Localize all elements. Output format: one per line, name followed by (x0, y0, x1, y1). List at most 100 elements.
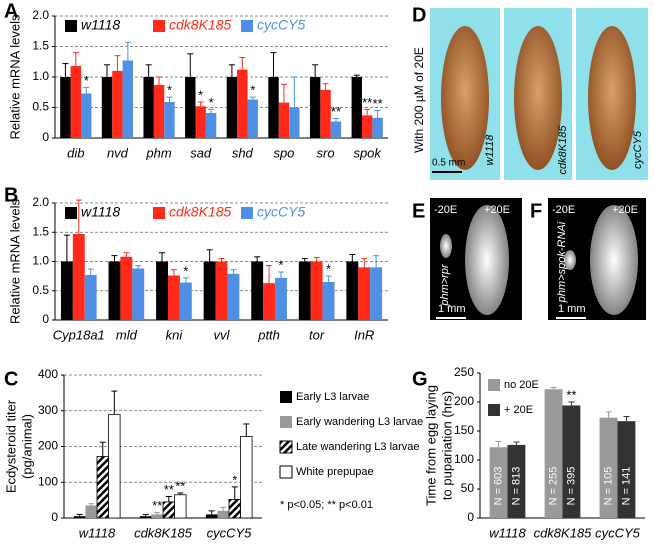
bar (320, 89, 331, 138)
legend-swatch (280, 416, 292, 428)
y-tick-label: 250 (454, 365, 474, 379)
bar (120, 256, 133, 320)
bar (361, 115, 373, 138)
legend-swatch (153, 207, 165, 219)
x-tick-label: sad (190, 145, 212, 160)
bar (70, 66, 82, 138)
x-tick-label: shd (232, 145, 254, 160)
bar (164, 102, 175, 138)
bar (351, 77, 362, 138)
legend-label: + 20E (504, 404, 533, 416)
panel-letter: E (412, 200, 425, 222)
legend-swatch (65, 207, 77, 219)
bar (240, 436, 253, 519)
legend-label: cycCY5 (257, 204, 305, 220)
bar (205, 112, 217, 138)
n-label: N = 105 (602, 467, 614, 506)
legend-swatch (153, 20, 165, 32)
panel-letter: C (4, 368, 18, 390)
y-tick-label: 200 (38, 439, 58, 453)
bar (162, 501, 175, 519)
bar (226, 77, 238, 138)
bar (507, 444, 526, 518)
y-tick-label: 150 (454, 423, 474, 437)
condition: -20E (552, 204, 575, 216)
panel-letter: G (412, 368, 428, 390)
bar (247, 99, 258, 138)
x-tick-label: tor (309, 327, 325, 342)
bar (108, 413, 121, 519)
y-tick-label: 200 (454, 394, 474, 408)
bar (251, 261, 264, 320)
y-tick-label: 0 (467, 510, 474, 524)
bar (372, 117, 383, 138)
y-axis-title: Relative mRNA levels (7, 199, 22, 324)
legend-swatch (241, 207, 253, 219)
x-tick-label: mld (116, 327, 138, 342)
x-tick-label: InR (354, 327, 374, 342)
bar (174, 494, 187, 519)
significance: * (198, 87, 203, 102)
x-tick-label: spo (273, 145, 294, 160)
significance: * (183, 263, 188, 278)
legend-label: cycCY5 (257, 17, 305, 33)
bar (205, 514, 218, 518)
y-axis-title: to pupariation (hrs) (439, 391, 454, 500)
genotype: cdk8K185 (557, 125, 569, 175)
bar (275, 277, 287, 320)
bar (330, 121, 342, 138)
bar (153, 84, 165, 138)
bar (143, 77, 154, 138)
legend-swatch (488, 404, 500, 416)
y-tick-label: 1.5 (32, 39, 49, 53)
legend-label: no 20E (504, 379, 539, 391)
bar (85, 505, 97, 518)
x-tick-label: kni (166, 327, 184, 342)
bar (268, 77, 279, 138)
significance: ** (175, 478, 185, 493)
bar (185, 77, 196, 138)
bar (96, 456, 109, 519)
y-tick-label: 100 (454, 452, 474, 466)
bar (132, 268, 145, 320)
pupa (514, 26, 562, 170)
y-axis-title: Relative mRNA levels (7, 14, 22, 139)
panel-d: D With 200 µM of 20E 0.5 mm w1118 cdk8K1… (412, 4, 648, 180)
y-axis-title: Time from egg laying (423, 385, 438, 506)
y-tick-label: 0.5 (32, 100, 49, 114)
panel-letter: A (4, 0, 18, 22)
bar (72, 234, 85, 320)
legend-label: White prepupae (296, 466, 374, 478)
larva (440, 234, 452, 258)
y-tick-label: 0 (42, 130, 49, 144)
significance: * (326, 262, 331, 277)
note: * p<0.05; ** p<0.01 (280, 499, 373, 511)
x-tick-label: ptth (257, 327, 280, 342)
bar (167, 275, 180, 320)
y-tick-label: 2.0 (32, 195, 49, 209)
significance: * (250, 83, 255, 98)
n-label: N = 141 (620, 467, 632, 506)
significance: * (167, 83, 172, 98)
bar (289, 107, 300, 138)
bar (156, 261, 168, 320)
significance: ** (373, 96, 383, 111)
bar (179, 282, 192, 320)
y-tick-label: 400 (38, 367, 58, 381)
panel-letter: B (4, 184, 18, 206)
legend-label: Early L3 larvae (296, 391, 369, 403)
scale-label: 0.5 mm (432, 158, 465, 169)
x-tick-label: spok (353, 145, 382, 160)
x-tick-label: w1118 (489, 525, 526, 540)
genotype: cycCY5 (632, 130, 644, 169)
bar (112, 70, 123, 138)
bar (322, 281, 335, 320)
significance: ** (164, 482, 174, 497)
bar (617, 421, 636, 518)
n-label: N = 813 (510, 467, 522, 506)
bar (203, 261, 216, 320)
y-tick-label: 0 (42, 312, 49, 326)
bar (108, 261, 121, 320)
x-tick-label: dib (67, 145, 84, 160)
x-tick-label: cycCY5 (595, 525, 641, 540)
